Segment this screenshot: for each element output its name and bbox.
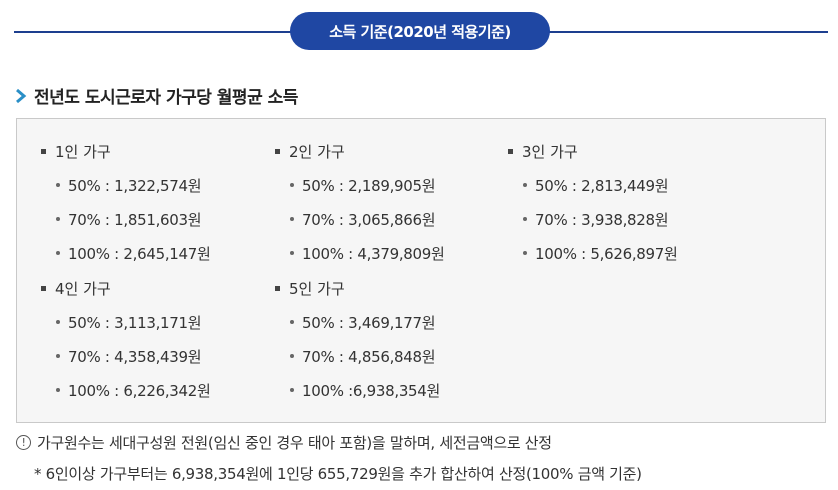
income-value: 100% :6,938,354원: [302, 381, 441, 400]
group-heading: 2인 가구: [275, 141, 445, 161]
income-value: 50% : 3,113,171원: [68, 313, 202, 332]
group-heading: 5인 가구: [275, 278, 440, 298]
income-value: 70% : 1,851,603원: [68, 210, 202, 229]
dot-bullet-icon: [290, 251, 294, 255]
income-table-box: 1인 가구 50% : 1,322,574원 70% : 1,851,603원 …: [16, 118, 826, 423]
group-label: 1인 가구: [55, 142, 111, 161]
income-value: 70% : 3,065,866원: [302, 210, 436, 229]
list-item: 100% : 6,226,342원: [41, 380, 211, 400]
sub-note: * 6인이상 가구부터는 6,938,354원에 1인당 655,729원을 추…: [34, 465, 642, 483]
household-group-3: 3인 가구 50% : 2,813,449원 70% : 3,938,828원 …: [508, 141, 678, 263]
list-item: 50% : 3,469,177원: [275, 312, 440, 332]
income-value: 70% : 4,856,848원: [302, 347, 436, 366]
info-note: ! 가구원수는 세대구성원 전원(임신 중인 경우 태아 포함)을 말하며, 세…: [16, 432, 552, 453]
square-bullet-icon: [275, 148, 280, 154]
list-item: 70% : 4,358,439원: [41, 346, 211, 366]
household-group-4: 4인 가구 50% : 3,113,171원 70% : 4,358,439원 …: [41, 278, 211, 400]
group-heading: 4인 가구: [41, 278, 211, 298]
square-bullet-icon: [41, 285, 46, 291]
section-title: 전년도 도시근로자 가구당 월평균 소득: [34, 88, 298, 108]
list-item: 70% : 4,856,848원: [275, 346, 440, 366]
page-title: 소득 기준(2020년 적용기준): [329, 22, 511, 41]
income-value: 100% : 5,626,897원: [535, 244, 678, 263]
dot-bullet-icon: [290, 354, 294, 358]
income-value: 50% : 2,189,905원: [302, 176, 436, 195]
list-item: 100% :6,938,354원: [275, 380, 440, 400]
dot-bullet-icon: [56, 354, 60, 358]
list-item: 50% : 2,189,905원: [275, 175, 445, 195]
income-value: 70% : 3,938,828원: [535, 210, 669, 229]
list-item: 100% : 2,645,147원: [41, 243, 211, 263]
group-label: 2인 가구: [289, 142, 345, 161]
household-group-5: 5인 가구 50% : 3,469,177원 70% : 4,856,848원 …: [275, 278, 440, 400]
dot-bullet-icon: [523, 183, 527, 187]
info-icon: !: [16, 435, 31, 450]
dot-bullet-icon: [56, 251, 60, 255]
dot-bullet-icon: [290, 320, 294, 324]
square-bullet-icon: [508, 148, 513, 154]
dot-bullet-icon: [290, 217, 294, 221]
income-value: 50% : 3,469,177원: [302, 313, 436, 332]
dot-bullet-icon: [56, 388, 60, 392]
income-value: 70% : 4,358,439원: [68, 347, 202, 366]
note-text: 가구원수는 세대구성원 전원(임신 중인 경우 태아 포함)을 말하며, 세전금…: [37, 434, 552, 452]
square-bullet-icon: [41, 148, 46, 154]
list-item: 100% : 4,379,809원: [275, 243, 445, 263]
list-item: 70% : 3,938,828원: [508, 209, 678, 229]
list-item: 50% : 1,322,574원: [41, 175, 211, 195]
list-item: 70% : 1,851,603원: [41, 209, 211, 229]
income-value: 50% : 1,322,574원: [68, 176, 202, 195]
dot-bullet-icon: [56, 320, 60, 324]
dot-bullet-icon: [290, 183, 294, 187]
dot-bullet-icon: [523, 251, 527, 255]
list-item: 100% : 5,626,897원: [508, 243, 678, 263]
list-item: 70% : 3,065,866원: [275, 209, 445, 229]
section-heading: 전년도 도시근로자 가구당 월평균 소득: [14, 83, 298, 108]
group-label: 3인 가구: [522, 142, 578, 161]
group-heading: 1인 가구: [41, 141, 211, 161]
list-item: 50% : 3,113,171원: [41, 312, 211, 332]
square-bullet-icon: [275, 285, 280, 291]
page-title-badge: 소득 기준(2020년 적용기준): [290, 12, 550, 50]
group-label: 5인 가구: [289, 279, 345, 298]
income-value: 100% : 4,379,809원: [302, 244, 445, 263]
household-group-1: 1인 가구 50% : 1,322,574원 70% : 1,851,603원 …: [41, 141, 211, 263]
income-value: 100% : 2,645,147원: [68, 244, 211, 263]
group-heading: 3인 가구: [508, 141, 678, 161]
dot-bullet-icon: [56, 183, 60, 187]
list-item: 50% : 2,813,449원: [508, 175, 678, 195]
income-value: 100% : 6,226,342원: [68, 381, 211, 400]
household-group-2: 2인 가구 50% : 2,189,905원 70% : 3,065,866원 …: [275, 141, 445, 263]
dot-bullet-icon: [523, 217, 527, 221]
income-value: 50% : 2,813,449원: [535, 176, 669, 195]
chevron-right-icon: [16, 88, 27, 103]
dot-bullet-icon: [56, 217, 60, 221]
dot-bullet-icon: [290, 388, 294, 392]
group-label: 4인 가구: [55, 279, 111, 298]
